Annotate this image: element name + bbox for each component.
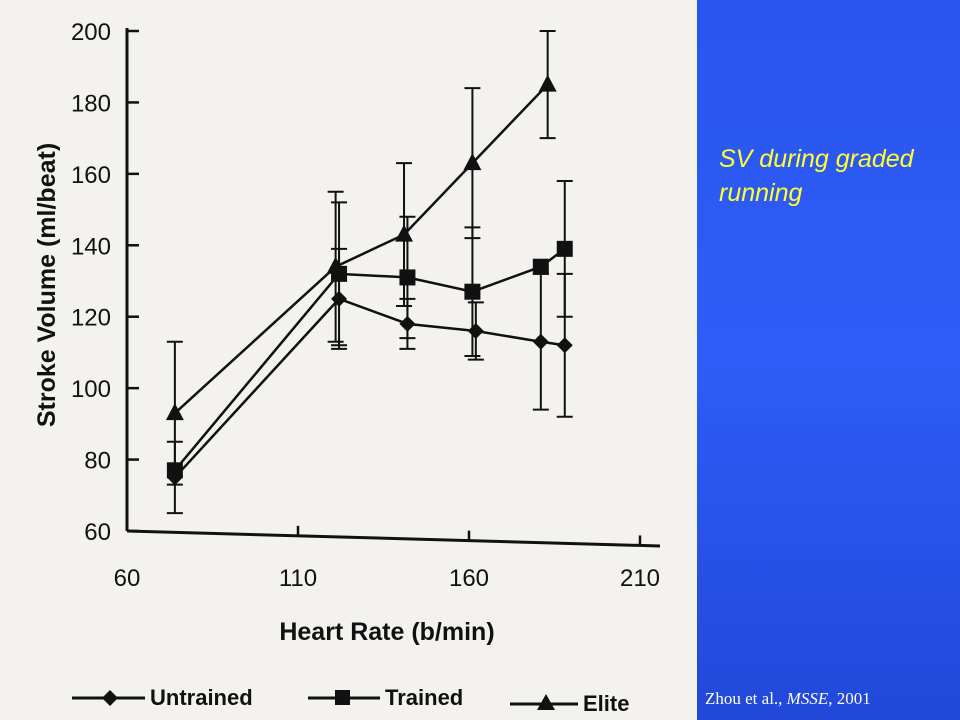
- data-point-trained-2: [399, 269, 416, 286]
- data-point-untrained-5: [556, 337, 573, 354]
- series-trained: [166, 180, 573, 479]
- chart-panel: 60 80 100 120 140 160 180 200 60 110 160 210 Strok…: [0, 0, 697, 720]
- axes: [125, 28, 661, 548]
- legend-label-elite: Elite: [583, 691, 629, 716]
- legend: Untrained Trained Elite: [72, 685, 629, 716]
- citation-journal: MSSE: [786, 689, 829, 708]
- series-layer: [165, 30, 573, 515]
- data-point-elite-1: [326, 256, 345, 274]
- x-tick-label-110: 110: [279, 565, 317, 592]
- legend-marker-untrained: [102, 690, 118, 706]
- stroke-volume-chart: 60 80 100 120 140 160 180 200 60 110 160 210 Strok…: [33, 19, 661, 716]
- citation: Zhou et al., MSSE, 2001: [705, 688, 955, 710]
- y-tick-label-100: 100: [71, 376, 111, 403]
- citation-year: , 2001: [828, 689, 871, 708]
- data-point-elite-0: [165, 403, 184, 421]
- series-elite: [165, 30, 557, 486]
- slide-title: SV during graded running: [719, 145, 914, 207]
- series-untrained: [166, 247, 573, 515]
- series-line-elite: [174, 83, 549, 415]
- legend-label-untrained: Untrained: [150, 685, 253, 710]
- series-line-untrained: [173, 297, 565, 479]
- x-axis-label: Heart Rate (b/min): [279, 618, 494, 646]
- side-panel: SV during graded running Zhou et al., MS…: [697, 0, 960, 720]
- legend-marker-trained: [335, 690, 350, 705]
- y-tick-label-120: 120: [71, 305, 111, 332]
- legend-label-trained: Trained: [385, 685, 463, 710]
- data-point-elite-2: [395, 224, 414, 242]
- y-axis-label: Stroke Volume (ml/beat): [33, 143, 61, 427]
- y-tick-label-160: 160: [71, 162, 111, 189]
- data-point-untrained-3: [467, 323, 484, 339]
- y-tick-label-200: 200: [71, 19, 111, 46]
- data-point-elite-4: [538, 74, 557, 92]
- x-tick-label-60: 60: [114, 565, 141, 592]
- data-point-elite-3: [463, 153, 482, 171]
- x-axis-line: [126, 529, 661, 548]
- x-tick-label-160: 160: [449, 565, 489, 592]
- legend-marker-elite: [537, 694, 555, 710]
- y-tick-label-80: 80: [84, 448, 111, 475]
- data-point-untrained-4: [532, 333, 549, 350]
- y-tick-label-180: 180: [71, 90, 111, 117]
- x-ticks: 60 110 160 210: [114, 521, 660, 592]
- data-point-trained-5: [556, 240, 573, 257]
- data-point-trained-4: [532, 258, 549, 275]
- x-tick-label-210: 210: [620, 565, 660, 592]
- data-point-trained-3: [464, 283, 481, 300]
- y-ticks: 60 80 100 120 140 160 180 200: [71, 19, 139, 546]
- citation-authors: Zhou et al.,: [705, 689, 787, 708]
- y-tick-label-140: 140: [71, 233, 111, 260]
- y-tick-label-60: 60: [84, 519, 111, 546]
